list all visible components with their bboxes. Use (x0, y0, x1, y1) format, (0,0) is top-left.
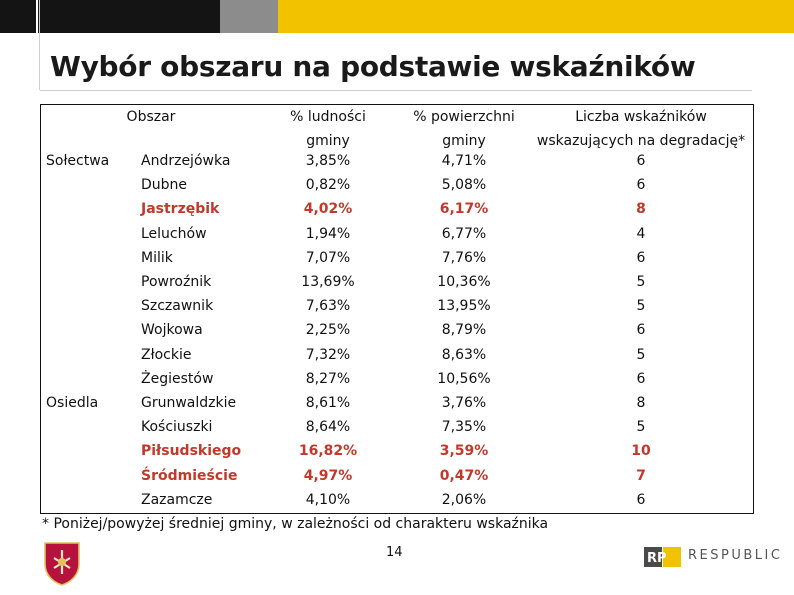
row-pct-population: 7,07% (305, 249, 351, 266)
top-bar-black (0, 0, 220, 33)
row-pct-area: 8,63% (441, 346, 487, 363)
row-indicator-count: 6 (636, 249, 646, 266)
row-pct-population: 1,94% (305, 225, 351, 242)
top-bar-divider (36, 0, 38, 33)
row-name: Grunwaldzkie (141, 395, 237, 411)
row-indicator-count: 6 (636, 491, 646, 508)
header-pct-area-line2: gminy (442, 133, 486, 149)
row-name: Złockie (141, 346, 192, 363)
row-pct-area: 13,95% (437, 298, 491, 315)
row-name: Wojkowa (141, 322, 203, 339)
row-pct-area: 3,76% (441, 395, 487, 411)
indicator-table: Obszar % ludności gminy % powierzchni gm… (40, 104, 754, 514)
row-pct-population: 3,85% (305, 153, 351, 169)
row-pct-area: 2,06% (441, 491, 487, 508)
title-underline (40, 90, 752, 91)
header-indicator-count: Liczba wskaźników wskazujących na degrad… (531, 105, 751, 153)
header-area: Obszar (126, 109, 176, 125)
row-name: Leluchów (141, 225, 207, 242)
logo-text: RESPUBLIC (688, 548, 783, 563)
row-pct-area: 4,71% (441, 153, 487, 169)
row-name: Andrzejówka (141, 153, 231, 169)
row-name: Kościuszki (141, 419, 213, 436)
group-label-villages: Sołectwa (46, 153, 110, 169)
row-pct-population: 7,32% (305, 346, 351, 363)
row-name: Dubne (141, 177, 188, 194)
row-name: Zazamcze (141, 491, 213, 508)
row-indicator-count: 5 (636, 419, 646, 436)
row-indicator-count: 4 (636, 225, 646, 242)
header-pct-population-line1: % ludności (290, 109, 366, 125)
row-indicator-count: 7 (636, 467, 646, 484)
row-pct-population: 8,27% (305, 370, 351, 387)
row-pct-area: 6,17% (439, 201, 489, 218)
row-pct-population: 4,97% (303, 467, 353, 484)
row-pct-population: 4,10% (305, 491, 351, 508)
page-number: 14 (386, 545, 403, 560)
row-pct-population: 2,25% (305, 322, 351, 339)
row-name: Milik (141, 249, 173, 266)
row-indicator-count: 6 (636, 322, 646, 339)
row-indicator-count: 5 (636, 346, 646, 363)
row-pct-area: 7,35% (441, 419, 487, 436)
row-pct-population: 4,02% (303, 201, 353, 218)
group-label-districts: Osiedla (46, 395, 99, 411)
top-bar-gray (220, 0, 278, 33)
left-guide-line (39, 0, 40, 90)
row-name: Szczawnik (141, 298, 214, 315)
logo-mark: RP (647, 551, 667, 566)
row-pct-area: 6,77% (441, 225, 487, 242)
top-bar-yellow (278, 0, 794, 33)
row-pct-area: 10,36% (437, 274, 491, 290)
row-pct-population: 13,69% (301, 274, 355, 290)
row-name: Piłsudskiego (141, 443, 242, 460)
row-indicator-count: 8 (636, 201, 646, 218)
row-indicator-count: 8 (636, 395, 646, 411)
row-indicator-count: 6 (636, 177, 646, 194)
row-pct-population: 0,82% (305, 177, 351, 194)
header-pct-area-line1: % powierzchni (413, 109, 515, 125)
row-pct-area: 3,59% (439, 443, 489, 460)
header-pct-area: % powierzchni gminy (399, 105, 529, 153)
row-pct-population: 8,61% (305, 395, 351, 411)
row-indicator-count: 5 (636, 298, 646, 315)
footnote: * Poniżej/powyżej średniej gminy, w zale… (42, 516, 549, 532)
header-indicator-count-line1: Liczba wskaźników (575, 109, 707, 125)
row-pct-population: 8,64% (305, 419, 351, 436)
row-pct-area: 10,56% (437, 370, 491, 387)
respublic-logo-icon: RP (644, 547, 681, 567)
row-indicator-count: 10 (631, 443, 651, 460)
row-name: Żegiestów (141, 370, 214, 387)
row-pct-population: 16,82% (298, 443, 358, 460)
row-name: Śródmieście (141, 467, 238, 484)
coat-of-arms-icon (44, 542, 80, 586)
row-pct-area: 7,76% (441, 249, 487, 266)
row-name: Jastrzębik (141, 201, 220, 218)
row-name: Powroźnik (141, 274, 212, 290)
row-indicator-count: 6 (636, 153, 646, 169)
header-indicator-count-line2: wskazujących na degradację* (536, 133, 746, 149)
row-pct-area: 8,79% (441, 322, 487, 339)
header-pct-population: % ludności gminy (273, 105, 383, 153)
row-pct-area: 5,08% (441, 177, 487, 194)
row-pct-population: 7,63% (305, 298, 351, 315)
row-indicator-count: 5 (636, 274, 646, 290)
row-indicator-count: 6 (636, 370, 646, 387)
header-pct-population-line2: gminy (306, 133, 350, 149)
page-title: Wybór obszaru na podstawie wskaźników (50, 50, 696, 83)
row-pct-area: 0,47% (439, 467, 489, 484)
